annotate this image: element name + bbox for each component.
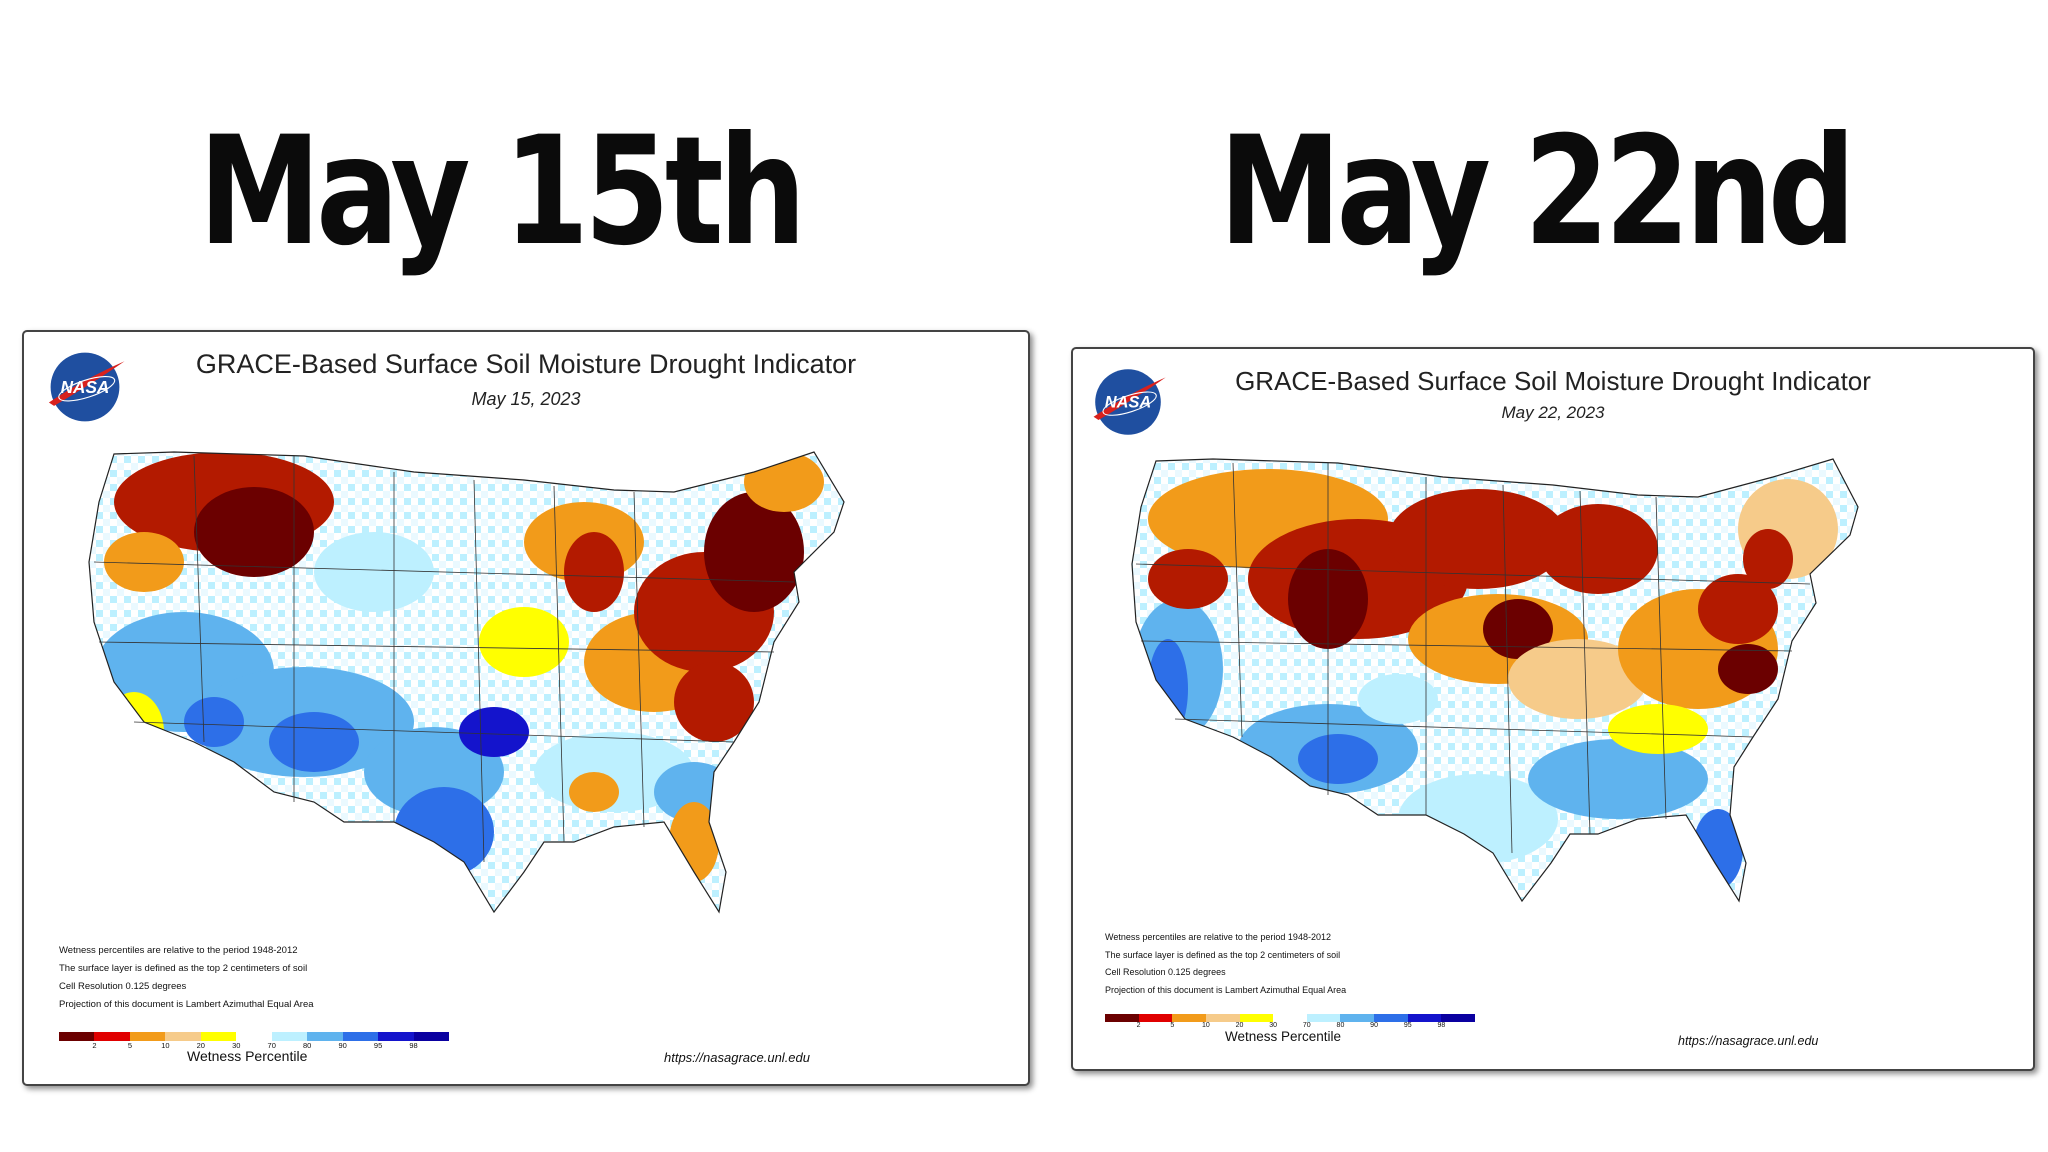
map-panel-may-22: NASA GRACE-Based Surface Soil Moisture D… <box>1071 347 2035 1071</box>
heading-may-22: May 22nd <box>1218 105 1856 279</box>
nasa-logo-icon: NASA <box>1093 369 1166 435</box>
legend-label: Wetness Percentile <box>187 1048 308 1064</box>
map-date: May 22, 2023 <box>1501 403 1605 422</box>
nasa-logo-icon: NASA <box>48 352 125 422</box>
soil-moisture-map-may-15 <box>88 451 845 914</box>
legend-color-bar <box>59 1032 449 1041</box>
legend-ticks: 2 5 10 20 30 70 80 90 95 98 <box>59 1041 449 1053</box>
legend-tick-label: 10 <box>161 1041 170 1050</box>
logo-text: NASA <box>1105 394 1151 412</box>
source-url: https://nasagrace.unl.edu <box>664 1050 810 1065</box>
legend-swatch <box>1374 1014 1408 1022</box>
note-line: Projection of this document is Lambert A… <box>59 999 314 1010</box>
map-date: May 15, 2023 <box>471 389 581 409</box>
note-line: Cell Resolution 0.125 degrees <box>1105 967 1226 977</box>
legend-swatch <box>1205 1014 1240 1022</box>
legend-swatch <box>59 1032 95 1041</box>
note-line: Wetness percentiles are relative to the … <box>59 945 298 956</box>
heading-may-15: May 15th <box>198 105 807 279</box>
legend-tick-label: 2 <box>92 1041 97 1050</box>
legend-tick-label: 70 <box>267 1041 276 1050</box>
legend-swatch <box>378 1032 414 1041</box>
legend-swatch <box>1172 1014 1206 1022</box>
legend-tick-label: 95 <box>1403 1022 1412 1029</box>
legend-swatch <box>342 1032 379 1041</box>
map-panel-may-15: NASA GRACE-Based Surface Soil Moisture D… <box>22 330 1030 1086</box>
legend-swatch <box>307 1032 343 1041</box>
legend-tick-label: 5 <box>1170 1022 1175 1029</box>
legend-tick-label: 10 <box>1202 1022 1210 1029</box>
legend-tick-label: 20 <box>196 1041 205 1050</box>
legend-ticks: 2 5 10 20 30 70 80 90 95 98 <box>1105 1022 1475 1033</box>
legend-tick-label: 30 <box>232 1041 241 1050</box>
note-line: Projection of this document is Lambert A… <box>1105 984 1347 995</box>
legend-swatch <box>1306 1014 1341 1022</box>
map-title: GRACE-Based Surface Soil Moisture Drough… <box>1235 366 1871 396</box>
legend-label: Wetness Percentile <box>1225 1029 1342 1044</box>
map-notes: Wetness percentiles are relative to the … <box>59 942 314 1014</box>
legend-color-bar <box>1105 1014 1475 1022</box>
legend-tick-label: 20 <box>1235 1022 1244 1029</box>
wetness-legend: 2 5 10 20 30 70 80 90 95 98 Wetness Percentile <box>59 1032 449 1064</box>
legend-swatch <box>1340 1014 1374 1022</box>
legend-tick-label: 70 <box>1302 1022 1311 1029</box>
legend-swatch <box>1138 1014 1173 1022</box>
legend-tick-label: 95 <box>373 1041 383 1050</box>
legend-swatch <box>1273 1014 1307 1022</box>
legend-tick-label: 98 <box>1437 1022 1446 1029</box>
legend-swatch <box>271 1032 308 1041</box>
legend-swatch <box>1441 1014 1475 1022</box>
legend-swatch <box>236 1032 272 1041</box>
wetness-legend: 2 5 10 20 30 70 80 90 95 98 Wetness Percentile <box>1105 1014 1475 1044</box>
legend-swatch <box>94 1032 130 1041</box>
soil-moisture-map-may-22 <box>1131 458 1859 903</box>
legend-tick-label: 90 <box>1370 1022 1378 1029</box>
legend-tick-label: 80 <box>303 1041 312 1050</box>
note-line: Wetness percentiles are relative to the … <box>1105 932 1331 942</box>
map-notes: Wetness percentiles are relative to the … <box>1105 929 1346 999</box>
legend-tick-label: 90 <box>338 1041 347 1050</box>
legend-swatch <box>200 1032 237 1041</box>
note-line: The surface layer is defined as the top … <box>1105 949 1341 960</box>
legend-swatch <box>129 1032 166 1041</box>
legend-swatch <box>1239 1014 1274 1022</box>
legend-tick-label: 98 <box>409 1041 418 1050</box>
legend-swatch <box>1407 1014 1442 1022</box>
legend-swatch <box>165 1032 201 1041</box>
logo-text: NASA <box>61 377 110 397</box>
source-url: https://nasagrace.unl.edu <box>1678 1034 1819 1048</box>
legend-tick-label: 80 <box>1336 1022 1345 1029</box>
legend-tick-label: 2 <box>1136 1022 1141 1029</box>
legend-swatch <box>1105 1014 1139 1022</box>
legend-swatch <box>413 1032 449 1041</box>
map-title: GRACE-Based Surface Soil Moisture Drough… <box>195 349 857 379</box>
note-line: Cell Resolution 0.125 degrees <box>59 981 187 992</box>
note-line: The surface layer is defined as the top … <box>59 963 308 974</box>
legend-tick-label: 30 <box>1269 1022 1278 1029</box>
legend-tick-label: 5 <box>127 1041 132 1050</box>
